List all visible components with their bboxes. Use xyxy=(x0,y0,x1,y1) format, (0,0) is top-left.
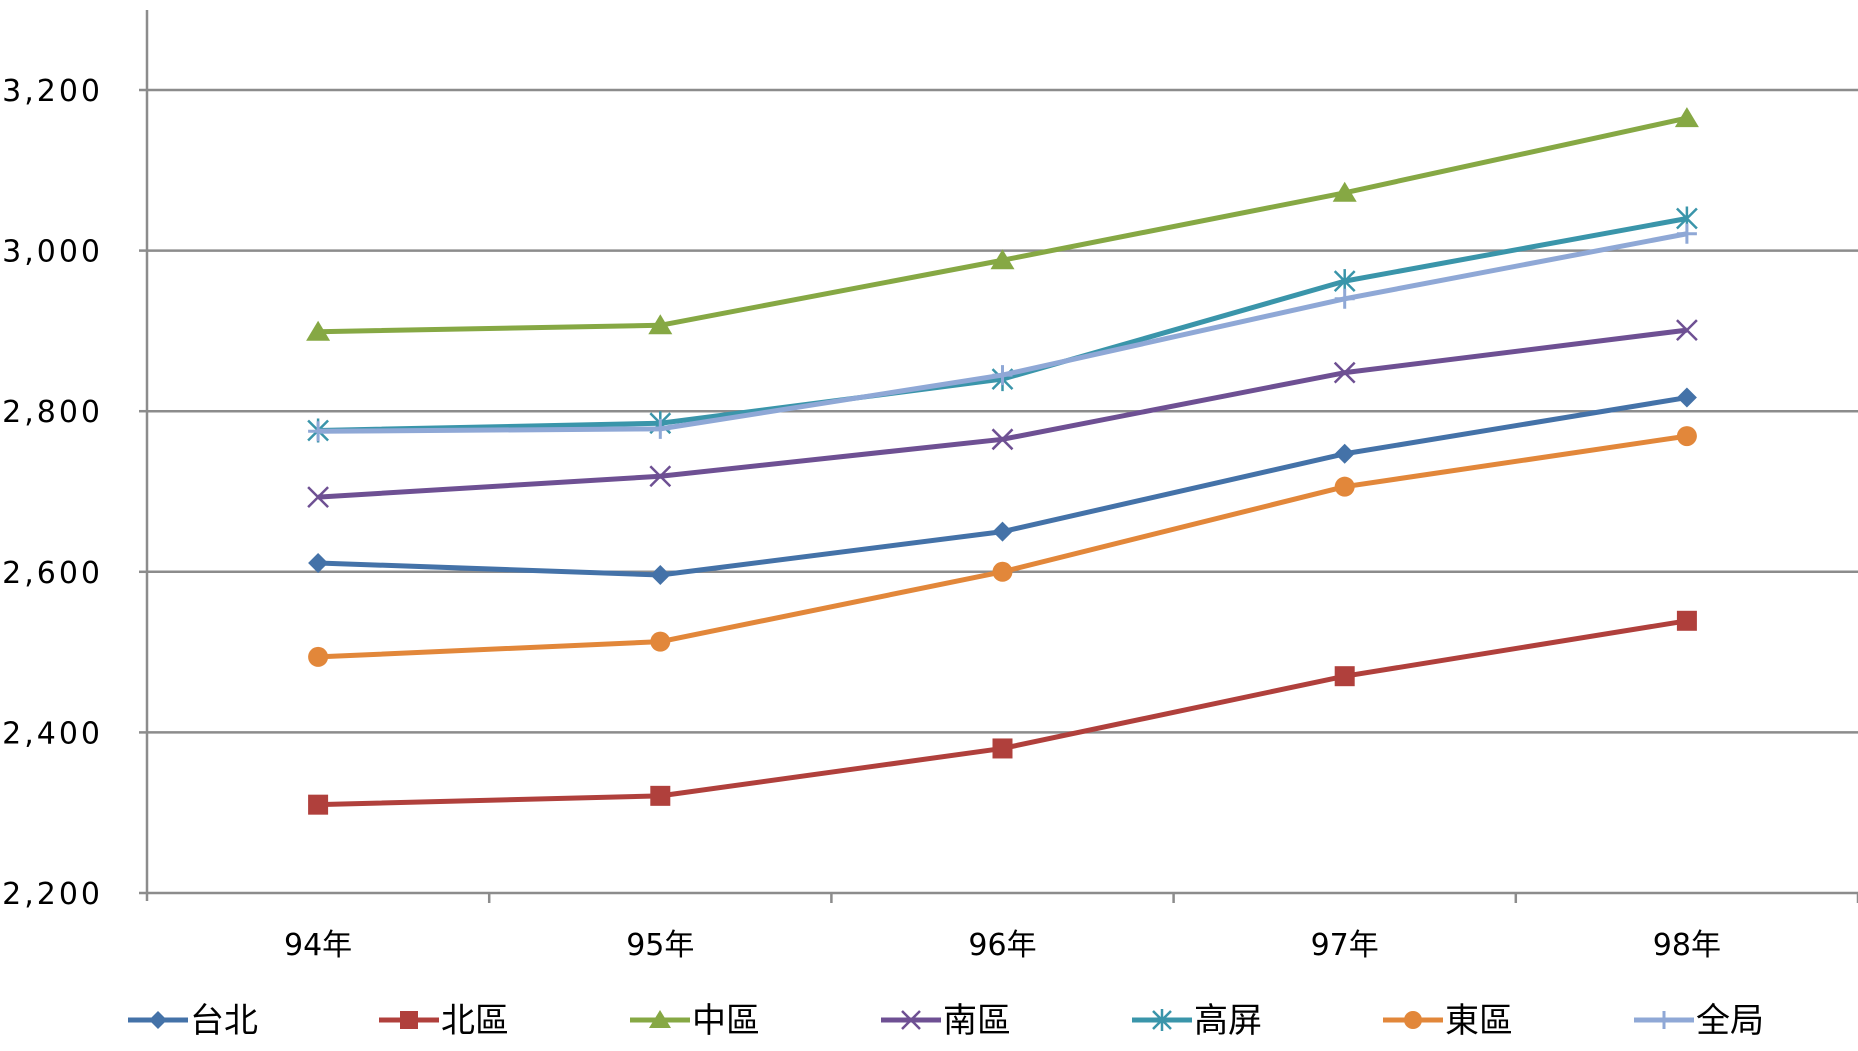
axis-layer: 2,200 2,400 2,600 2,800 3,000 3,200 94年 95年 96年 9… xyxy=(2,10,1858,963)
legend-label: 北區 xyxy=(441,1001,509,1041)
data-point xyxy=(650,418,671,439)
grid-layer xyxy=(147,88,1858,734)
legend-label: 高屏 xyxy=(1194,1001,1262,1041)
data-point xyxy=(1334,443,1355,464)
legend-label: 台北 xyxy=(190,1001,258,1041)
legend-label: 全局 xyxy=(1696,1001,1764,1041)
legend-item: 東區 xyxy=(1383,1001,1513,1041)
legend: 台北 北區 中區 南區 高屏 東區 全局 xyxy=(128,1001,1764,1041)
legend-item: 全局 xyxy=(1634,1001,1764,1041)
data-point xyxy=(307,486,329,509)
data-point xyxy=(1334,666,1355,687)
data-point xyxy=(649,465,672,488)
y-tick-label: 2,400 xyxy=(2,716,103,751)
data-point xyxy=(308,646,329,667)
data-point xyxy=(1676,387,1697,408)
series-5 xyxy=(307,206,1698,443)
legend-marker xyxy=(1152,1009,1172,1031)
legend-marker xyxy=(1404,1011,1422,1029)
data-point xyxy=(648,314,673,335)
y-tick-label: 3,200 xyxy=(2,74,103,109)
legend-marker xyxy=(400,1011,418,1029)
legend-label: 南區 xyxy=(943,1001,1011,1041)
data-point xyxy=(991,428,1014,451)
series-1 xyxy=(308,387,1697,586)
legend-marker xyxy=(901,1010,921,1030)
data-point xyxy=(308,794,329,815)
data-point xyxy=(1333,361,1356,384)
data-point xyxy=(1334,288,1355,309)
data-point xyxy=(1334,476,1355,497)
data-point xyxy=(1676,426,1697,447)
legend-item: 台北 xyxy=(128,1001,258,1041)
data-point xyxy=(650,785,671,806)
series-4 xyxy=(307,319,1698,509)
data-point xyxy=(650,631,671,652)
data-point xyxy=(1676,223,1697,244)
series-line xyxy=(317,433,1688,660)
series-line xyxy=(317,327,1688,500)
data-point xyxy=(650,565,671,586)
legend-marker xyxy=(1655,1011,1673,1029)
data-point xyxy=(992,521,1013,542)
series-2 xyxy=(308,610,1697,815)
x-tick-label: 96年 xyxy=(968,928,1036,963)
legend-item: 高屏 xyxy=(1132,1001,1262,1041)
data-point xyxy=(1676,319,1698,341)
legend-item: 北區 xyxy=(379,1001,509,1041)
data-point xyxy=(992,561,1013,582)
data-point xyxy=(992,738,1013,759)
data-point xyxy=(1676,610,1697,631)
data-point xyxy=(1674,107,1699,128)
series-6 xyxy=(308,426,1697,667)
legend-marker xyxy=(149,1011,167,1029)
series-line xyxy=(318,115,1688,335)
data-point xyxy=(992,365,1013,386)
x-tick-label: 95年 xyxy=(626,928,694,963)
series-3 xyxy=(306,107,1699,341)
x-tick-label: 98年 xyxy=(1653,928,1721,963)
data-point xyxy=(990,249,1015,270)
legend-label: 中區 xyxy=(692,1001,760,1041)
series-7 xyxy=(308,223,1697,442)
x-tick-label: 97年 xyxy=(1311,928,1379,963)
y-tick-label: 2,200 xyxy=(2,877,103,912)
data-point xyxy=(308,552,329,573)
legend-item: 中區 xyxy=(630,1001,760,1041)
legend-label: 東區 xyxy=(1445,1001,1513,1041)
data-point xyxy=(308,421,329,442)
y-tick-label: 2,600 xyxy=(2,556,103,591)
data-point xyxy=(1332,181,1357,202)
x-tick-label: 94年 xyxy=(284,928,352,963)
legend-marker xyxy=(649,1010,671,1028)
data-point xyxy=(306,320,331,341)
y-tick-label: 3,000 xyxy=(2,235,103,270)
legend-item: 南區 xyxy=(881,1001,1011,1041)
series-layer xyxy=(306,107,1699,815)
y-tick-label: 2,800 xyxy=(2,395,103,430)
